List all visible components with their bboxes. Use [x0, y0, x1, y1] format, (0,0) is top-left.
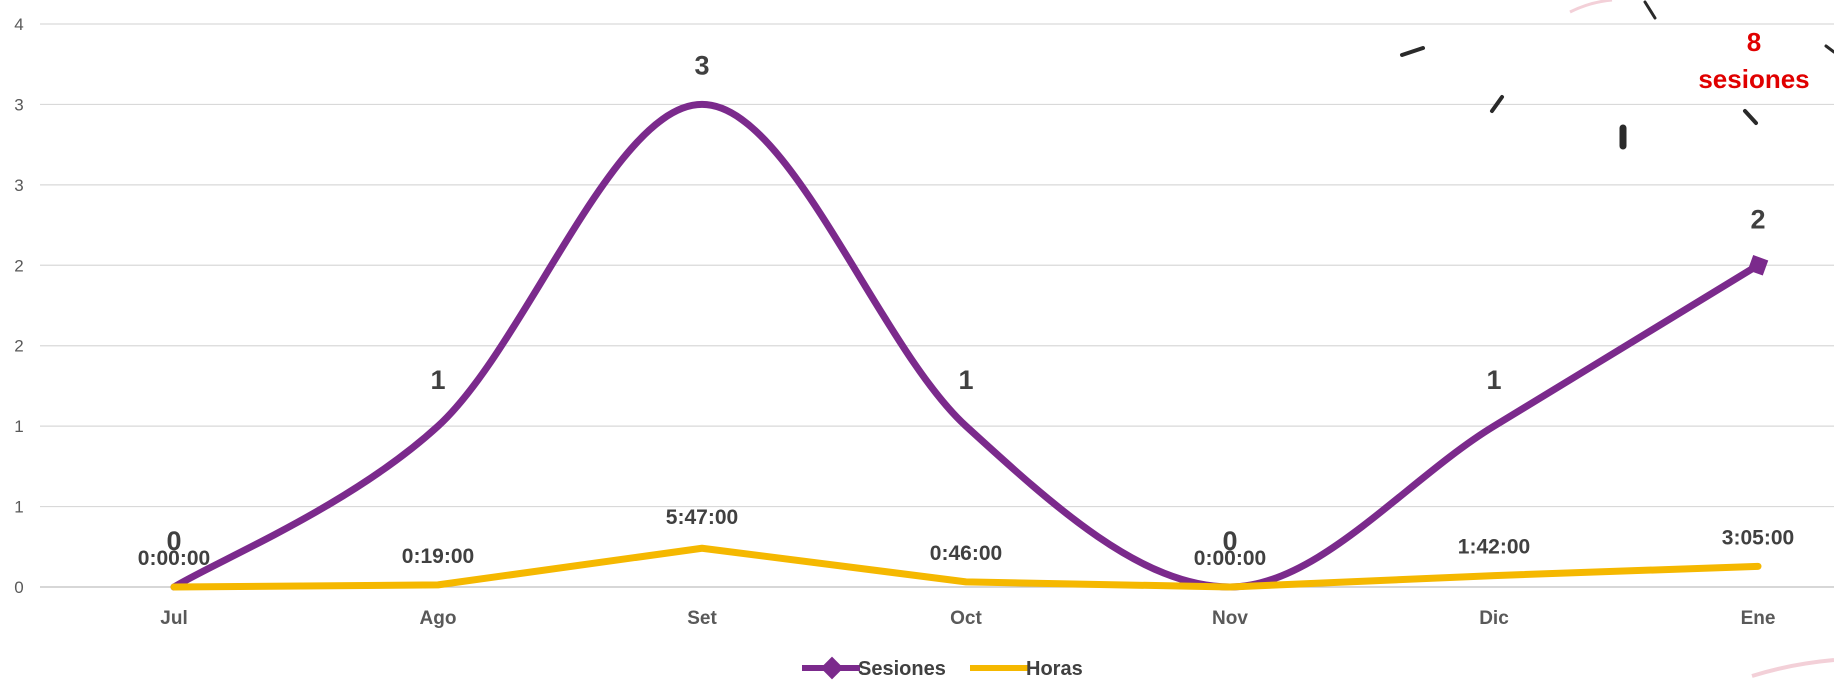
y-tick-label: 2	[14, 337, 23, 356]
data-labels: 0 1 3 1 0 1 2 0:00:00 0:19:00 5:47:00 0:46:00 0:00:…	[138, 50, 1794, 570]
data-point	[1747, 255, 1769, 276]
x-tick-label: Oct	[950, 608, 982, 629]
data-label-sesiones: 2	[1750, 204, 1765, 234]
y-tick-label: 1	[14, 417, 23, 436]
legend-label: Sesiones	[858, 658, 946, 680]
series-lines	[170, 100, 1769, 591]
x-tick-label: Nov	[1212, 608, 1248, 629]
series-line-sesiones	[170, 100, 1762, 591]
data-label-sesiones: 1	[958, 365, 973, 395]
data-label-sesiones: 1	[430, 365, 445, 395]
gridlines	[40, 23, 1834, 588]
y-tick-label: 3	[14, 95, 23, 114]
data-point	[1757, 565, 1759, 568]
x-tick-label: Jul	[160, 608, 187, 629]
total-sessions-annotation: 8 sesiones	[1698, 27, 1809, 94]
data-point	[965, 425, 967, 428]
data-point	[701, 547, 703, 550]
data-label-horas: 5:47:00	[666, 506, 738, 529]
decorative-swoosh-bottom	[1751, 658, 1834, 678]
data-point	[437, 425, 439, 428]
y-tick-label: 4	[14, 15, 23, 34]
x-tick-label: Dic	[1479, 608, 1509, 629]
y-axis-tick-labels: 0 1 1 2 2 3 3 4	[14, 15, 23, 597]
data-point	[701, 103, 703, 106]
data-label-horas: 3:05:00	[1722, 526, 1794, 549]
data-label-horas: 0:46:00	[930, 542, 1002, 565]
data-point	[1229, 586, 1231, 588]
data-label-horas: 0:19:00	[402, 545, 474, 568]
y-tick-label: 0	[14, 578, 23, 597]
data-label-horas: 0:00:00	[1194, 547, 1266, 570]
data-point	[1493, 574, 1495, 577]
data-label-horas: 0:00:00	[138, 547, 210, 570]
data-point	[965, 580, 967, 583]
data-point	[437, 583, 439, 586]
x-tick-label: Set	[687, 608, 717, 629]
y-tick-label: 3	[14, 176, 23, 195]
total-sessions-number: 8	[1747, 27, 1761, 57]
data-label-horas: 1:42:00	[1458, 536, 1530, 559]
data-point	[173, 586, 175, 588]
decorative-clock-icon	[1400, 0, 1834, 150]
y-tick-label: 1	[14, 498, 23, 517]
decorative-swoosh	[1569, 0, 1613, 14]
x-axis-tick-labels: Jul Ago Set Oct Nov Dic Ene	[160, 608, 1775, 629]
legend: Sesiones Horas	[802, 656, 1083, 680]
data-label-sesiones: 1	[1486, 365, 1501, 395]
x-tick-label: Ene	[1741, 608, 1776, 629]
data-label-sesiones: 0	[166, 526, 181, 556]
y-tick-label: 2	[14, 256, 23, 275]
data-label-sesiones: 3	[694, 50, 709, 80]
x-tick-label: Ago	[420, 608, 457, 629]
data-point	[1493, 425, 1495, 428]
legend-marker	[820, 656, 844, 680]
data-label-sesiones: 0	[1222, 526, 1237, 556]
legend-label: Horas	[1026, 658, 1083, 680]
total-sessions-word: sesiones	[1698, 64, 1809, 94]
